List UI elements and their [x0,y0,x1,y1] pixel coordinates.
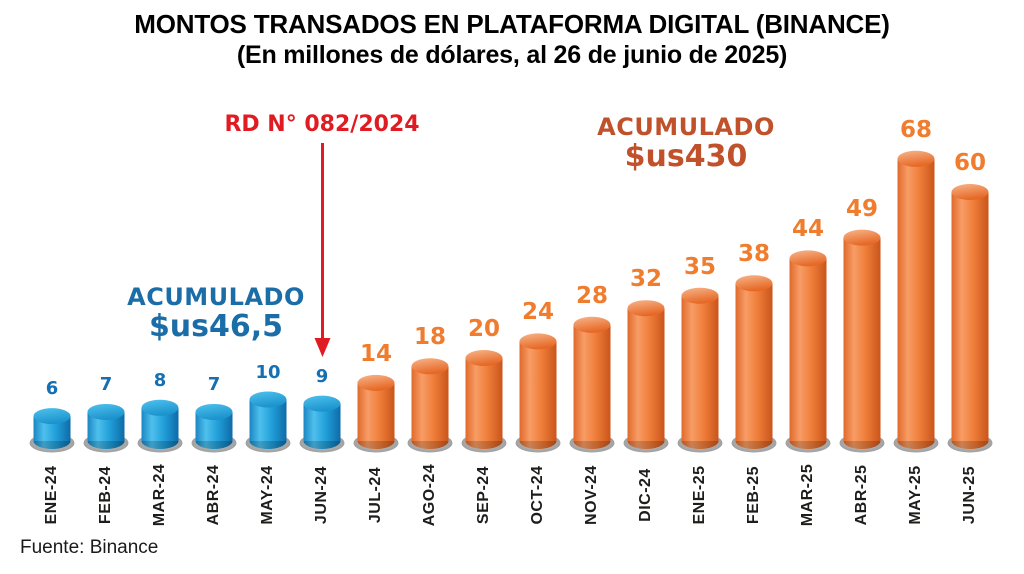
bar-value-label: 7 [207,374,221,396]
bar-MAR-24 [137,399,183,453]
bar-value-label: 60 [953,149,987,176]
bar-value-label: 8 [153,370,167,392]
x-axis-label: NOV-24 [583,465,600,525]
acumulado-orange-value: $us430 [624,139,748,174]
bar-value-label: 14 [359,340,393,367]
x-axis-label: JUN-25 [961,465,978,525]
acumulado-blue-value: $us46,5 [148,309,284,344]
acumulado-orange-title: ACUMULADO [597,113,775,141]
x-axis-label: FEB-24 [97,465,114,525]
chart-subtitle: (En millones de dólares, al 26 de junio … [236,41,788,69]
x-axis-label: OCT-24 [529,465,546,525]
acumulado-blue-title: ACUMULADO [127,283,305,311]
x-axis-label: FEB-25 [745,465,762,525]
annotation-acumulado-blue: ACUMULADO $us46,5 [127,285,305,342]
bar-AGO-24 [407,358,453,453]
x-axis-label: AGO-24 [421,463,438,527]
bar-ENE-25 [677,287,723,453]
bar-value-label: 35 [683,253,717,280]
x-axis-label: ENE-25 [691,465,708,525]
bar-MAR-25 [785,250,831,453]
bar-JUN-24 [299,395,345,453]
bar-value-label: 24 [521,299,555,326]
bar-value-label: 44 [791,216,825,243]
bar-NOV-24 [569,316,615,453]
bar-ABR-25 [839,229,885,453]
bar-value-label: 68 [899,116,933,143]
bar-value-label: 10 [255,361,281,383]
x-axis-label: MAY-25 [907,465,924,525]
x-axis-label: ABR-24 [205,464,222,526]
x-axis-label: MAR-25 [799,463,816,527]
bar-MAY-24 [245,391,291,453]
x-axis-label: ABR-25 [853,464,870,526]
bar-value-label: 32 [629,266,663,293]
annotation-acumulado-orange: ACUMULADO $us430 [597,115,775,172]
x-axis-label: ENE-24 [43,465,60,525]
bar-MAY-25 [893,150,939,453]
annotation-rd-label: RD N° 082/2024 [224,112,420,137]
bar-ENE-24 [29,408,75,453]
bar-value-label: 6 [45,378,59,400]
source-note: Fuente: Binance [20,537,159,558]
bar-value-label: 28 [575,282,609,309]
bar-value-label: 18 [413,324,447,351]
bar-DIC-24 [623,300,669,453]
bar-FEB-24 [83,403,129,453]
bar-value-label: 9 [315,365,329,387]
bar-SEP-24 [461,350,507,453]
x-axis-label: SEP-24 [475,465,492,525]
bar-value-label: 49 [845,195,879,222]
bar-OCT-24 [515,333,561,453]
bar-value-label: 20 [467,315,501,342]
bar-ABR-24 [191,403,237,453]
bar-JUL-24 [353,374,399,453]
x-axis-label: MAR-24 [151,463,168,527]
x-axis-label: JUL-24 [367,466,384,524]
bar-FEB-25 [731,275,777,453]
bar-value-label: 38 [737,241,771,268]
x-axis-label: MAY-24 [259,465,276,525]
bar-value-label: 7 [99,374,113,396]
chart-title: MONTOS TRANSADOS EN PLATAFORMA DIGITAL (… [134,9,890,39]
x-axis-label: JUN-24 [313,465,330,525]
x-axis-label: DIC-24 [637,468,654,522]
bar-JUN-25 [947,184,993,453]
